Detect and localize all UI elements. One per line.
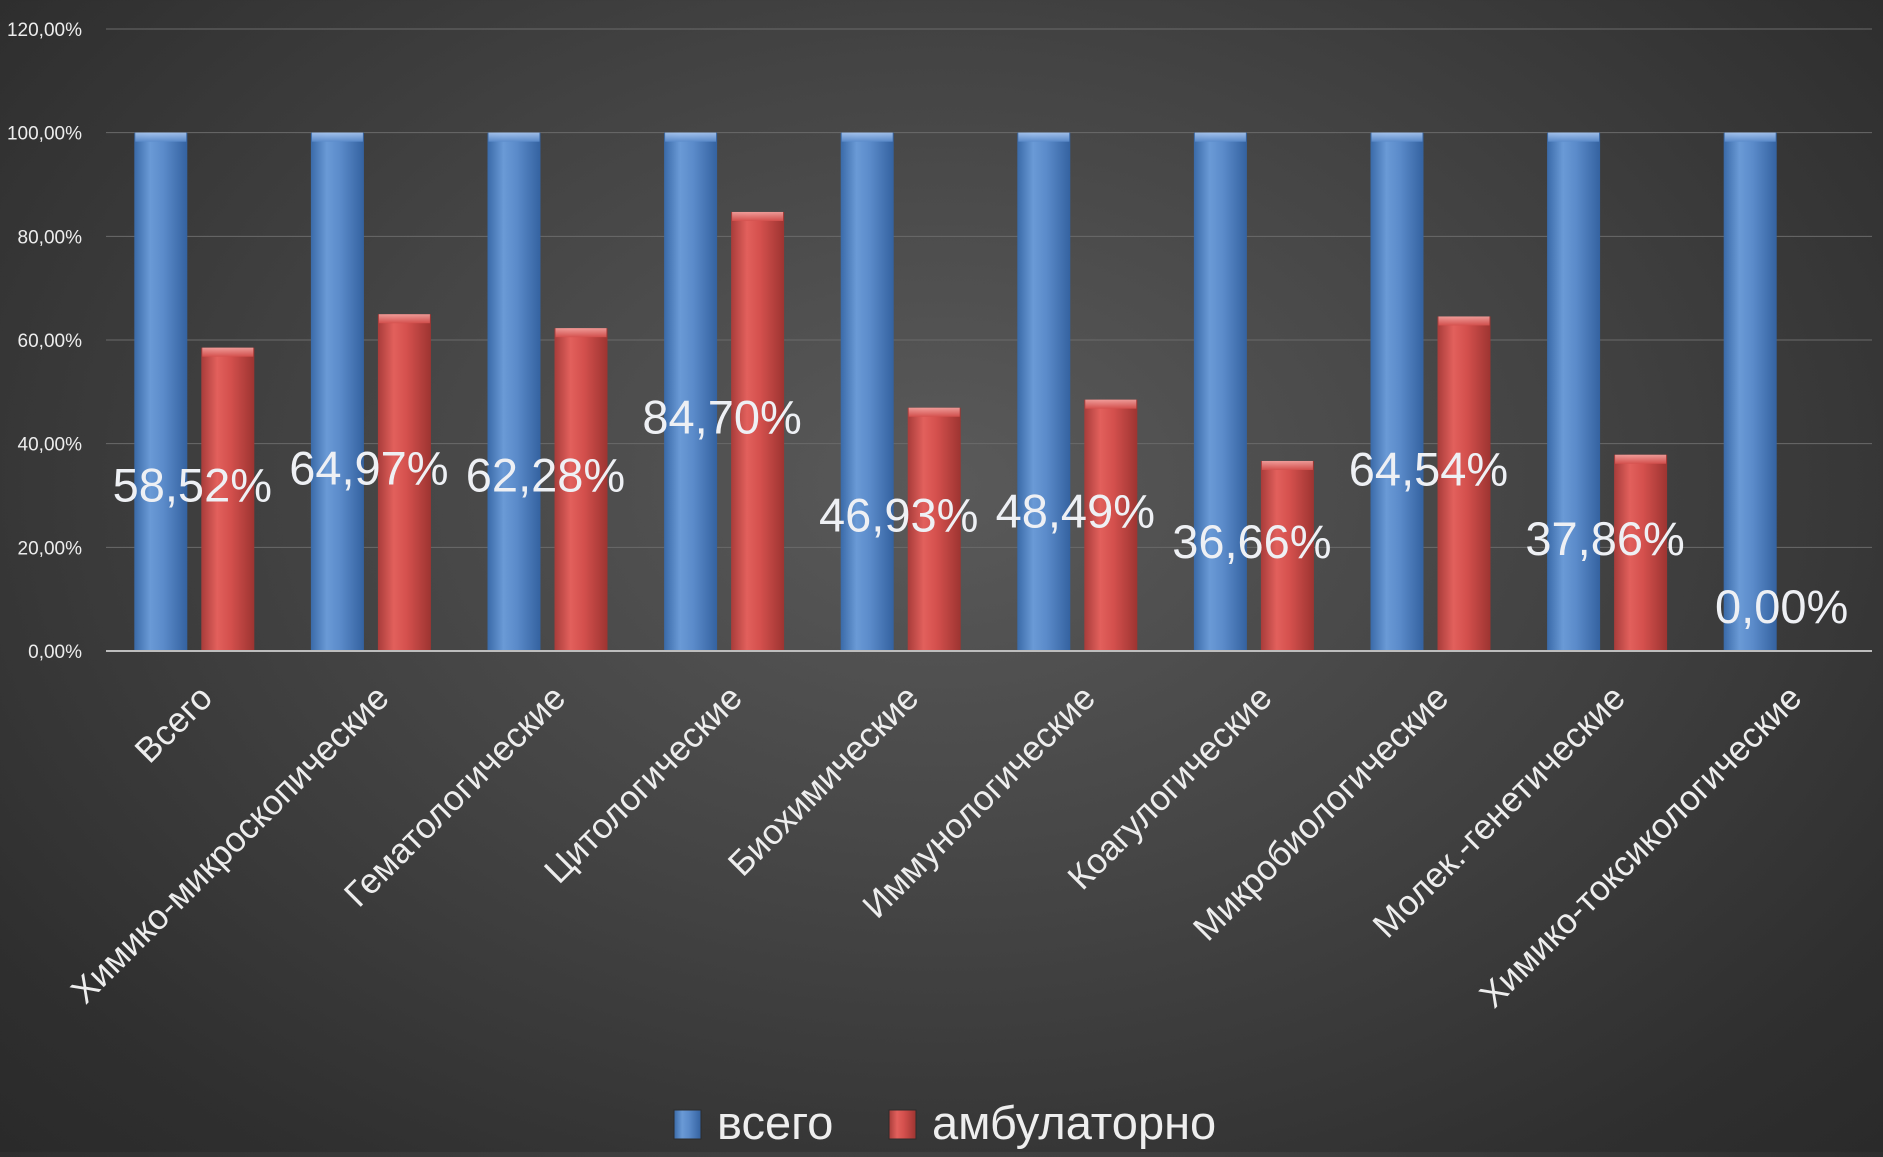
- x-tick-label: Химико-токсикологические: [1472, 678, 1809, 1015]
- bar-vsego: [487, 132, 541, 651]
- bar-ambulatorno: [1437, 316, 1491, 651]
- legend: всего амбулаторно: [673, 1096, 1216, 1149]
- y-tick-label: 100,00%: [7, 124, 82, 145]
- data-label: 37,86%: [1525, 512, 1684, 565]
- legend-item: всего: [673, 1096, 833, 1149]
- bar-vsego: [1017, 132, 1071, 651]
- data-label: 64,54%: [1349, 443, 1508, 496]
- y-axis: 0,00% 20,00% 40,00% 60,00% 80,00% 100,00% 120,…: [7, 20, 82, 663]
- bar-ambulatorno: [201, 347, 255, 651]
- bar-vsego: [1547, 132, 1601, 651]
- x-tick-label: Химико-микроскопические: [64, 678, 397, 1011]
- legend-swatch: [673, 1109, 702, 1140]
- bar-vsego: [1370, 132, 1424, 651]
- bar-ambulatorno: [1084, 399, 1138, 651]
- data-labels: 58,52% 64,97% 62,28% 84,70% 46,93% 48,49% 36,6…: [113, 390, 1849, 633]
- bar-vsego: [1193, 132, 1247, 651]
- y-tick-label: 0,00%: [28, 642, 82, 663]
- y-tick-label: 20,00%: [18, 538, 83, 559]
- y-tick-label: 40,00%: [18, 435, 83, 456]
- legend-label: всего: [717, 1096, 833, 1149]
- data-label: 46,93%: [819, 488, 978, 541]
- x-tick-label: Биохимические: [721, 678, 927, 884]
- y-tick-label: 120,00%: [7, 20, 82, 41]
- legend-swatch: [888, 1109, 917, 1140]
- bar-ambulatorno: [377, 314, 431, 651]
- data-label: 64,97%: [289, 442, 448, 495]
- legend-item: амбулаторно: [888, 1096, 1216, 1149]
- data-label: 84,70%: [642, 390, 801, 443]
- y-tick-label: 60,00%: [18, 331, 83, 352]
- bar-vsego: [664, 132, 718, 651]
- bar-ambulatorno: [1614, 454, 1668, 651]
- legend-label: амбулаторно: [932, 1096, 1216, 1149]
- bar-vsego: [1723, 132, 1777, 651]
- data-label: 0,00%: [1715, 580, 1848, 633]
- bar-vsego: [134, 132, 188, 651]
- y-tick-label: 80,00%: [18, 227, 83, 248]
- bar-ambulatorno: [1260, 460, 1314, 651]
- bar-vsego: [840, 132, 894, 651]
- x-tick-label: Всего: [127, 678, 219, 770]
- data-label: 48,49%: [996, 484, 1155, 537]
- bar-ambulatorno: [731, 211, 785, 651]
- bar-vsego: [310, 132, 364, 651]
- x-axis: ВсегоХимико-микроскопическиеГематологиче…: [64, 678, 1810, 1015]
- bar-ambulatorno: [554, 328, 608, 651]
- bars: [134, 132, 1777, 651]
- data-label: 62,28%: [466, 449, 625, 502]
- data-label: 36,66%: [1172, 515, 1331, 568]
- bar-ambulatorno: [907, 407, 961, 651]
- data-label: 58,52%: [113, 458, 272, 511]
- x-tick-label: Цитологические: [537, 678, 750, 891]
